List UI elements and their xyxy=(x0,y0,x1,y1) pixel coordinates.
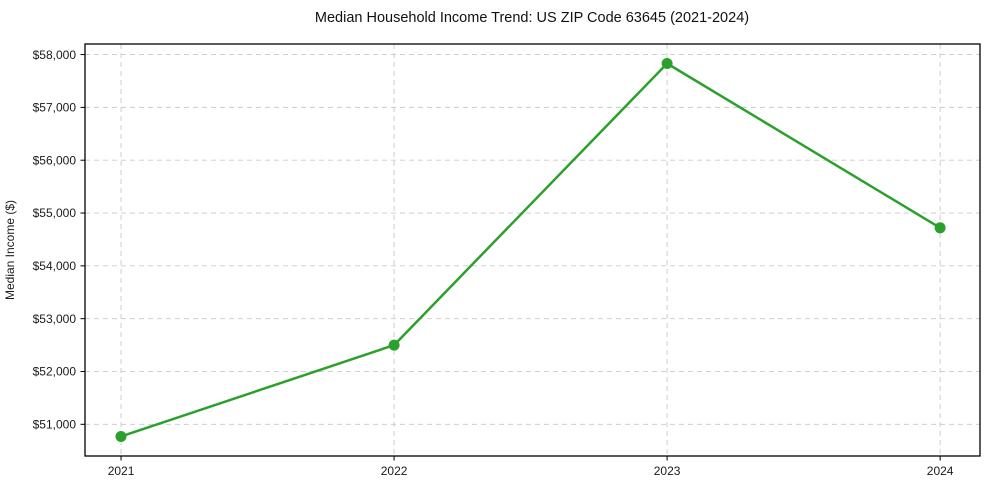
x-tick-label: 2023 xyxy=(654,464,681,478)
x-tick-label: 2024 xyxy=(927,464,954,478)
y-tick-label: $58,000 xyxy=(33,48,77,62)
data-point-2024 xyxy=(934,222,946,234)
y-tick-label: $56,000 xyxy=(33,153,77,167)
data-point-2023 xyxy=(661,58,673,69)
y-tick-label: $52,000 xyxy=(33,365,77,379)
x-tick-label: 2021 xyxy=(108,464,135,478)
x-tick-label: 2022 xyxy=(381,464,408,478)
plot-border xyxy=(84,43,981,457)
data-point-2022 xyxy=(388,339,400,351)
chart-title: Median Household Income Trend: US ZIP Co… xyxy=(315,10,749,26)
plot-area: $51,000 $52,000 $53,000 $54,000 $55,000 $56,0… xyxy=(33,43,981,478)
y-tick-label: $51,000 xyxy=(33,418,77,432)
y-tick-label: $53,000 xyxy=(33,312,77,326)
y-tick-label: $55,000 xyxy=(33,206,77,220)
y-axis-label: Median Income ($) xyxy=(3,200,17,300)
y-tick-label: $54,000 xyxy=(33,259,77,273)
data-point-2021 xyxy=(115,431,127,442)
y-tick-label: $57,000 xyxy=(33,101,77,115)
income-trend-line xyxy=(119,62,942,438)
